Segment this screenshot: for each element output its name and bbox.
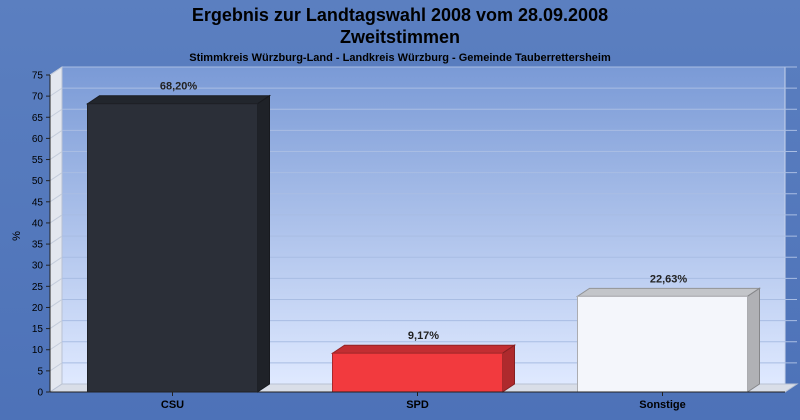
y-tick-label: 60 — [32, 134, 44, 145]
chart-subtitle: Zweitstimmen — [339, 27, 461, 47]
y-tick-label: 45 — [32, 197, 44, 208]
bar-value-label: 9,17% — [408, 330, 439, 342]
y-axis: 0 5 10 15 20 25 30 35 40 45 50 55 60 65 70 75 — [32, 71, 51, 399]
gridline-side — [49, 66, 63, 76]
y-tick-label: 40 — [32, 218, 44, 229]
gridline-side — [49, 362, 63, 372]
x-axis: CSU SPD Sonstige — [50, 391, 785, 411]
chart-location: Stimmkreis Würzburg-Land - Landkreis Wür… — [189, 52, 611, 64]
y-axis-label: % — [11, 231, 23, 241]
gridline-side — [49, 151, 63, 160]
bar — [332, 352, 503, 393]
y-tick-label: 55 — [32, 155, 44, 166]
gridline-side — [49, 87, 63, 97]
bar-top — [575, 287, 762, 297]
gridline-side — [49, 193, 63, 203]
bar-side — [747, 287, 760, 393]
chart-title: Ergebnis zur Landtagswahl 2008 vom 28.09… — [191, 5, 609, 25]
gridline-side — [49, 277, 63, 287]
gridline-side — [49, 299, 63, 308]
title-block: Ergebnis zur Landtagswahl 2008 vom 28.09… — [0, 0, 800, 66]
bar-side — [502, 344, 515, 393]
y-tick-label: 25 — [32, 282, 44, 293]
y-tick-label: 15 — [32, 324, 44, 335]
bar — [577, 295, 748, 393]
y-tick-label: 50 — [32, 176, 44, 187]
gridline-side — [49, 320, 63, 330]
y-tick-label: 65 — [32, 113, 44, 124]
bars: 68,20% 9,17% 22,63% — [85, 81, 762, 393]
y-tick-label: 5 — [37, 366, 43, 377]
x-tick-label: SPD — [406, 399, 429, 411]
bar-top — [330, 344, 517, 354]
gridline-side — [49, 235, 63, 245]
gridline-side — [49, 256, 63, 266]
y-tick-label: 10 — [32, 345, 44, 356]
y-tick-label: 35 — [32, 240, 44, 251]
bar-value-label: 68,20% — [160, 81, 198, 93]
y-tick-label: 75 — [32, 71, 44, 82]
y-tick-label: 20 — [32, 303, 44, 314]
bar-side — [257, 94, 270, 393]
gridline-side — [49, 172, 63, 182]
gridline-side — [49, 214, 63, 224]
y-tick-label: 0 — [37, 388, 43, 399]
y-tick-label: 70 — [32, 92, 44, 103]
gridline-side — [49, 341, 63, 351]
x-tick-label: CSU — [161, 399, 184, 411]
y-tick-label: 30 — [32, 261, 44, 272]
gridline-side — [49, 108, 63, 118]
x-tick-label: Sonstige — [639, 399, 685, 411]
bar — [87, 103, 258, 393]
bar-value-label: 22,63% — [650, 273, 688, 285]
gridline-side — [49, 129, 63, 139]
bar-top — [85, 95, 272, 105]
